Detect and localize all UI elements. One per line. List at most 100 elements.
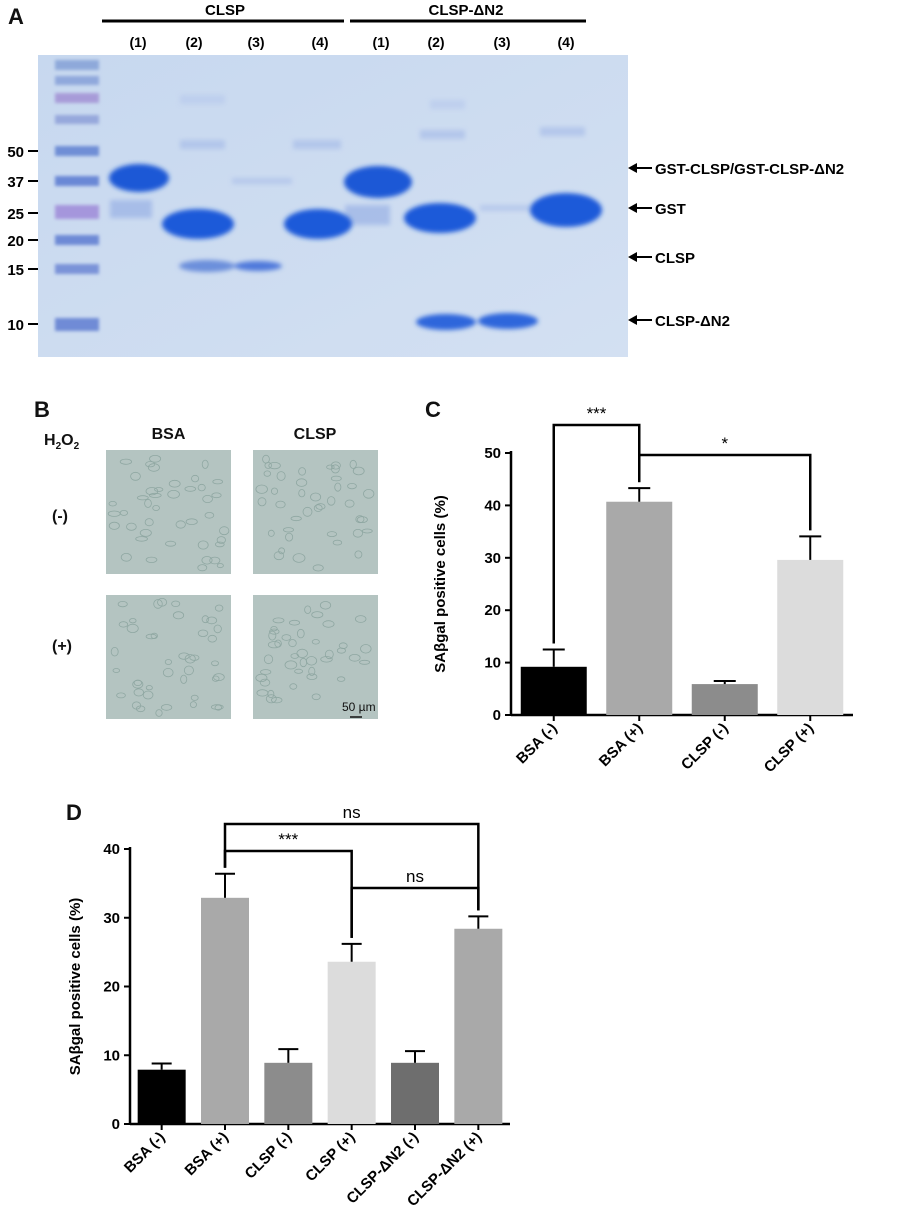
y-tick-label: 30 — [103, 910, 120, 927]
cell-outline — [275, 500, 286, 509]
cell-outline — [135, 536, 148, 542]
cell-outline — [361, 528, 373, 534]
cell-outline — [265, 694, 277, 704]
cell-outline — [144, 498, 152, 508]
band-label-clsp-dn2: CLSP-ΔN2 — [655, 313, 730, 330]
cell-outline — [355, 515, 365, 524]
cell-outline — [197, 483, 206, 492]
cell-outline — [359, 659, 371, 665]
cell-outline — [110, 646, 119, 657]
group-label-clsp-dn2: CLSP-ΔN2 — [429, 2, 504, 19]
band-label-gst-clsp: GST-CLSP/GST-CLSP-ΔN2 — [655, 161, 844, 178]
cell-outline — [108, 521, 120, 530]
cell-outline — [319, 601, 332, 610]
cell-outline — [268, 461, 281, 470]
cell-outline — [334, 482, 342, 492]
cell-outline — [272, 617, 285, 624]
micrograph-grid: 50 µm — [106, 450, 378, 719]
cell-outline — [298, 467, 307, 476]
lane-label: (4) — [311, 34, 328, 50]
cell-outline — [152, 505, 160, 512]
cell-outline — [119, 458, 133, 465]
lane-label: (3) — [247, 34, 264, 50]
y-tick-label: 0 — [493, 707, 501, 724]
cell-outline — [296, 478, 308, 487]
row-label-plus: (+) — [52, 638, 72, 655]
cell-outline — [285, 532, 294, 542]
lane-label: (3) — [493, 34, 510, 50]
cell-outline — [154, 487, 164, 492]
cell-outline — [352, 466, 365, 476]
cell-outline — [145, 487, 159, 496]
micrograph-tile — [253, 595, 378, 719]
significance-label: * — [721, 434, 728, 453]
cell-outline — [216, 563, 224, 569]
marker-label: 37 — [7, 174, 24, 191]
cell-outline — [257, 497, 267, 507]
cell-outline — [189, 701, 197, 709]
x-tick-label: CLSP (+) — [302, 1129, 358, 1185]
cell-outline — [150, 632, 158, 639]
cell-outline — [219, 526, 230, 536]
cell-outline — [326, 496, 336, 506]
marker-label: 25 — [7, 206, 24, 223]
panel-d-letter: D — [66, 800, 82, 825]
cell-outline — [315, 503, 326, 510]
panel-b-letter: B — [34, 397, 50, 422]
y-tick-label: 10 — [484, 655, 501, 672]
cell-outline — [264, 461, 272, 469]
cell-outline — [209, 556, 221, 565]
cell-outline — [129, 618, 137, 624]
cell-outline — [290, 653, 300, 659]
cell-outline — [312, 564, 324, 572]
cell-outline — [183, 665, 194, 676]
cell-outline — [167, 489, 180, 499]
lane-label: (4) — [557, 34, 574, 50]
x-tick-label: BSA (-) — [513, 720, 561, 768]
cell-outline — [117, 601, 128, 608]
cell-outline — [288, 639, 297, 648]
cell-outline — [139, 529, 152, 537]
cell-outline — [130, 471, 141, 481]
cell-outline — [112, 668, 120, 673]
cell-outline — [201, 459, 209, 469]
significance-bracket — [552, 423, 641, 644]
cell-outline — [297, 628, 305, 639]
cell-outline — [355, 615, 367, 623]
cell-outline — [168, 479, 181, 488]
cell-outline — [289, 683, 298, 690]
cell-outline — [330, 461, 341, 470]
cell-outline — [311, 611, 324, 619]
column-label-bsa: BSA — [151, 426, 186, 443]
cell-outline — [326, 531, 337, 537]
y-tick-label: 0 — [112, 1116, 120, 1133]
bar — [137, 1069, 186, 1124]
gel-bands — [109, 164, 602, 330]
cell-outline — [135, 705, 146, 713]
cell-outline — [263, 470, 271, 477]
significance-label: *** — [587, 404, 607, 423]
cell-outline — [308, 666, 316, 676]
arrow-left-icon — [628, 315, 637, 325]
cell-outline — [330, 475, 342, 482]
significance-label: *** — [278, 830, 298, 849]
cell-outline — [298, 489, 306, 498]
cell-outline — [255, 673, 268, 682]
cell-outline — [136, 495, 149, 501]
cell-outline — [118, 621, 129, 628]
cell-outline — [330, 464, 340, 474]
chart-d: 0 10 20 30 40 SAβgal positive cells (%) BSA (-… — [67, 803, 510, 1210]
significance-bracket — [638, 453, 812, 531]
cell-outline — [296, 648, 308, 658]
row-label-minus: (-) — [52, 508, 68, 525]
group-label-clsp: CLSP — [205, 2, 245, 19]
cell-outline — [360, 644, 372, 654]
cell-outline — [263, 654, 274, 665]
cell-outline — [164, 659, 173, 665]
cell-outline — [211, 675, 220, 682]
arrow-left-icon — [628, 203, 637, 213]
band-label-gst: GST — [655, 201, 686, 218]
cell-outline — [126, 522, 137, 531]
cell-outline — [153, 599, 163, 609]
cell-outline — [155, 709, 163, 717]
